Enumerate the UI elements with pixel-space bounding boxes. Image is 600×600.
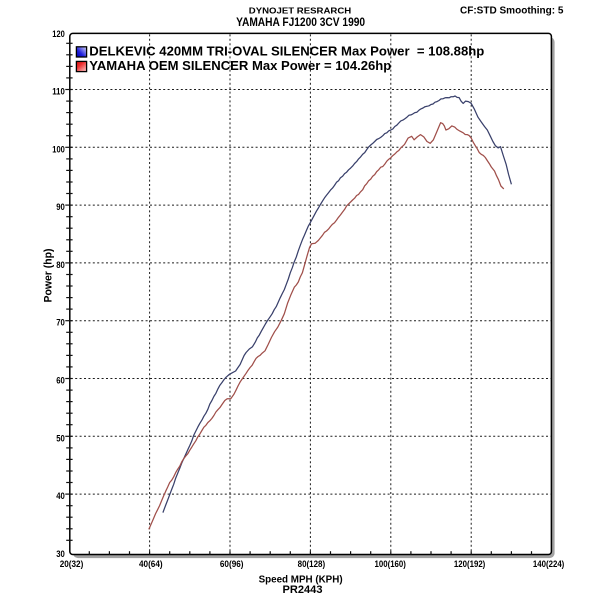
svg-text:120(192): 120(192) bbox=[454, 559, 485, 570]
svg-text:80: 80 bbox=[56, 260, 65, 271]
svg-text:Power (hp): Power (hp) bbox=[42, 248, 54, 302]
svg-text:40: 40 bbox=[56, 491, 65, 502]
svg-text:Speed MPH (KPH): Speed MPH (KPH) bbox=[259, 573, 343, 585]
svg-text:DYNOJET RESRARCH: DYNOJET RESRARCH bbox=[249, 6, 352, 16]
svg-text:20(32): 20(32) bbox=[60, 559, 84, 570]
svg-text:CF:STD Smoothing: 5: CF:STD Smoothing: 5 bbox=[460, 4, 564, 16]
svg-text:100(160): 100(160) bbox=[375, 559, 406, 570]
svg-text:120: 120 bbox=[52, 29, 65, 40]
svg-text:30: 30 bbox=[56, 549, 65, 560]
svg-text:40(64): 40(64) bbox=[139, 559, 163, 570]
svg-text:140(224): 140(224) bbox=[533, 559, 564, 570]
svg-text:YAMAHA FJ1200 3CV 1990: YAMAHA FJ1200 3CV 1990 bbox=[236, 15, 365, 29]
svg-text:90: 90 bbox=[56, 202, 65, 213]
svg-text:60(96): 60(96) bbox=[220, 559, 244, 570]
svg-text:DELKEVIC 420MM TRI-OVAL SILENC: DELKEVIC 420MM TRI-OVAL SILENCER Max Pow… bbox=[89, 43, 484, 58]
svg-text:YAMAHA OEM SILENCER Max Power: YAMAHA OEM SILENCER Max Power = 104.26hp bbox=[89, 58, 391, 73]
svg-text:50: 50 bbox=[56, 433, 65, 444]
svg-text:110: 110 bbox=[52, 87, 65, 98]
svg-text:60: 60 bbox=[56, 376, 65, 387]
svg-text:100: 100 bbox=[52, 144, 65, 155]
svg-text:70: 70 bbox=[56, 318, 65, 329]
svg-text:PR2443: PR2443 bbox=[283, 584, 323, 596]
svg-text:80(128): 80(128) bbox=[298, 559, 326, 570]
